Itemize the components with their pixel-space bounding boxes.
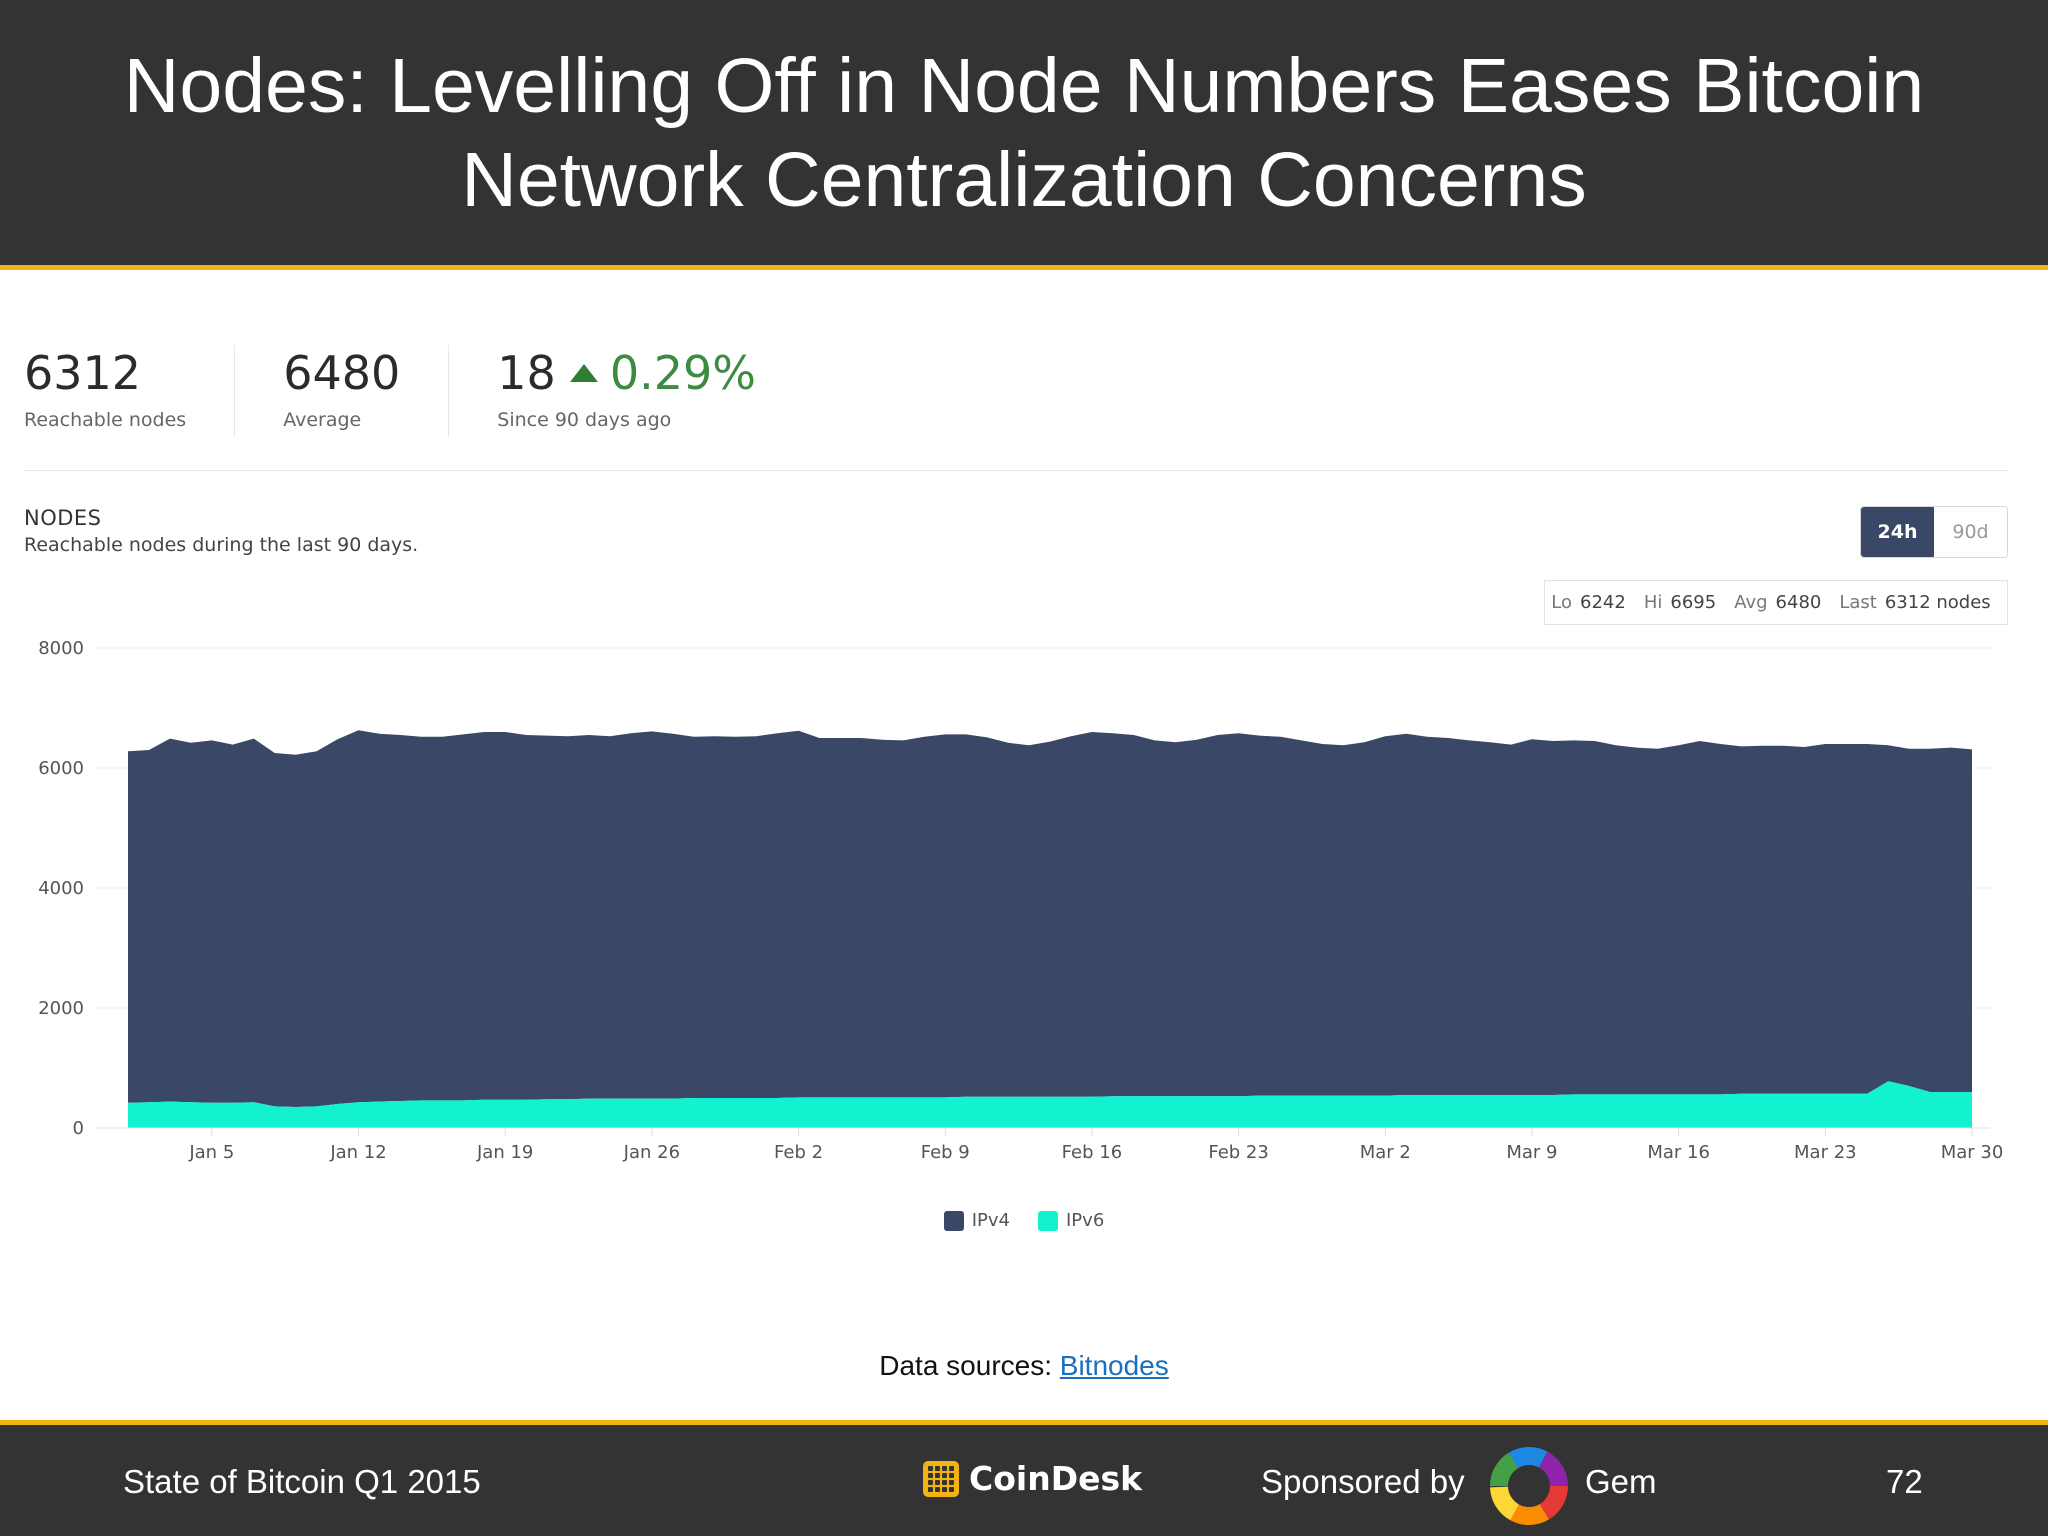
sources-label: Data sources:	[879, 1350, 1052, 1381]
bitnodes-link[interactable]: Bitnodes	[1059, 1350, 1169, 1381]
page-number: 72	[1886, 1463, 1923, 1500]
reachable-label: Reachable nodes	[24, 409, 187, 431]
x-tick-label: Mar 30	[1941, 1142, 2004, 1163]
triangle-up-icon	[569, 364, 598, 382]
y-tick-label: 4000	[38, 878, 84, 899]
summary-box: Lo 6242 Hi 6695 Avg 6480 Last 6312 nodes	[1544, 580, 2008, 625]
x-tick-label: Feb 2	[774, 1142, 823, 1163]
legend-swatch-ipv4	[943, 1210, 964, 1231]
range-24h-button[interactable]: 24h	[1861, 507, 1934, 557]
last-label: Last	[1839, 592, 1877, 613]
range-90d-button[interactable]: 90d	[1934, 507, 2007, 557]
series-area-ipv6	[128, 1081, 1972, 1128]
divider	[24, 470, 2008, 471]
legend-label-ipv6: IPv6	[1066, 1210, 1105, 1231]
sponsor-name: Gem	[1585, 1463, 1657, 1500]
gem-logo-icon	[1490, 1447, 1568, 1525]
nodes-area-chart: 0 2000 4000 6000 8000 Jan 5 Jan 12 Jan 19 Jan 26…	[38, 638, 2004, 1163]
x-tick-label: Mar 2	[1360, 1142, 1411, 1163]
stat-average: 6480 Average	[283, 345, 450, 437]
legend-label-ipv4: IPv4	[971, 1210, 1010, 1231]
y-tick-label: 2000	[38, 998, 84, 1019]
panel-subtitle: Reachable nodes during the last 90 days.	[24, 534, 419, 556]
hi-label: Hi	[1643, 592, 1663, 613]
stats-row: 6312 Reachable nodes 6480 Average 18 0.2…	[24, 345, 852, 445]
x-tick-label: Feb 16	[1062, 1142, 1123, 1163]
x-tick-label: Jan 26	[623, 1142, 680, 1163]
y-tick-label: 6000	[38, 758, 84, 779]
x-tick-label: Feb 23	[1208, 1142, 1269, 1163]
x-tick-label: Feb 9	[921, 1142, 970, 1163]
x-tick-label: Mar 9	[1506, 1142, 1557, 1163]
legend-swatch-ipv6	[1038, 1210, 1058, 1231]
x-tick-label: Jan 5	[188, 1142, 234, 1163]
y-tick-label: 0	[73, 1118, 84, 1139]
last-value: 6312 nodes	[1884, 592, 1991, 613]
lo-label: Lo	[1551, 592, 1573, 613]
x-tick-label: Mar 16	[1647, 1142, 1710, 1163]
coindesk-logo-icon	[923, 1460, 959, 1497]
x-tick-label: Jan 12	[329, 1142, 386, 1163]
stat-change: 18 0.29% Since 90 days ago	[497, 345, 804, 437]
legend-item-ipv6[interactable]: IPv6	[1038, 1210, 1104, 1231]
change-percent: 0.29%	[609, 346, 756, 400]
panel-title: NODES	[24, 506, 102, 530]
change-label: Since 90 days ago	[497, 409, 672, 431]
chart-legend: IPv4 IPv6	[0, 1210, 2048, 1231]
y-tick-label: 8000	[38, 638, 84, 659]
slide-header: Nodes: Levelling Off in Node Numbers Eas…	[0, 0, 2048, 270]
change-count: 18	[497, 346, 556, 400]
slide-footer: State of Bitcoin Q1 2015 CoinDesk Sponso…	[0, 1420, 2048, 1536]
stat-reachable: 6312 Reachable nodes	[24, 345, 236, 437]
avg-label: Avg	[1734, 592, 1768, 613]
avg-value: 6480	[1775, 592, 1822, 613]
reachable-value: 6312	[24, 346, 142, 400]
sponsored-by-label: Sponsored by	[1261, 1463, 1465, 1500]
x-tick-label: Jan 19	[476, 1142, 533, 1163]
slide-title: Nodes: Levelling Off in Node Numbers Eas…	[123, 42, 1925, 223]
average-label: Average	[283, 409, 362, 431]
range-toggle: 24h 90d	[1860, 506, 2008, 558]
average-value: 6480	[283, 346, 401, 400]
x-tick-label: Mar 23	[1794, 1142, 1857, 1163]
change-row: 18 0.29%	[497, 345, 756, 401]
legend-item-ipv4[interactable]: IPv4	[943, 1210, 1010, 1231]
data-sources: Data sources: Bitnodes	[0, 1350, 2048, 1382]
coindesk-brand: CoinDesk	[923, 1459, 1142, 1498]
brand-name: CoinDesk	[969, 1459, 1143, 1498]
report-title: State of Bitcoin Q1 2015	[123, 1463, 481, 1500]
series-area-ipv4	[128, 730, 1972, 1107]
hi-value: 6695	[1670, 592, 1717, 613]
lo-value: 6242	[1580, 592, 1626, 613]
